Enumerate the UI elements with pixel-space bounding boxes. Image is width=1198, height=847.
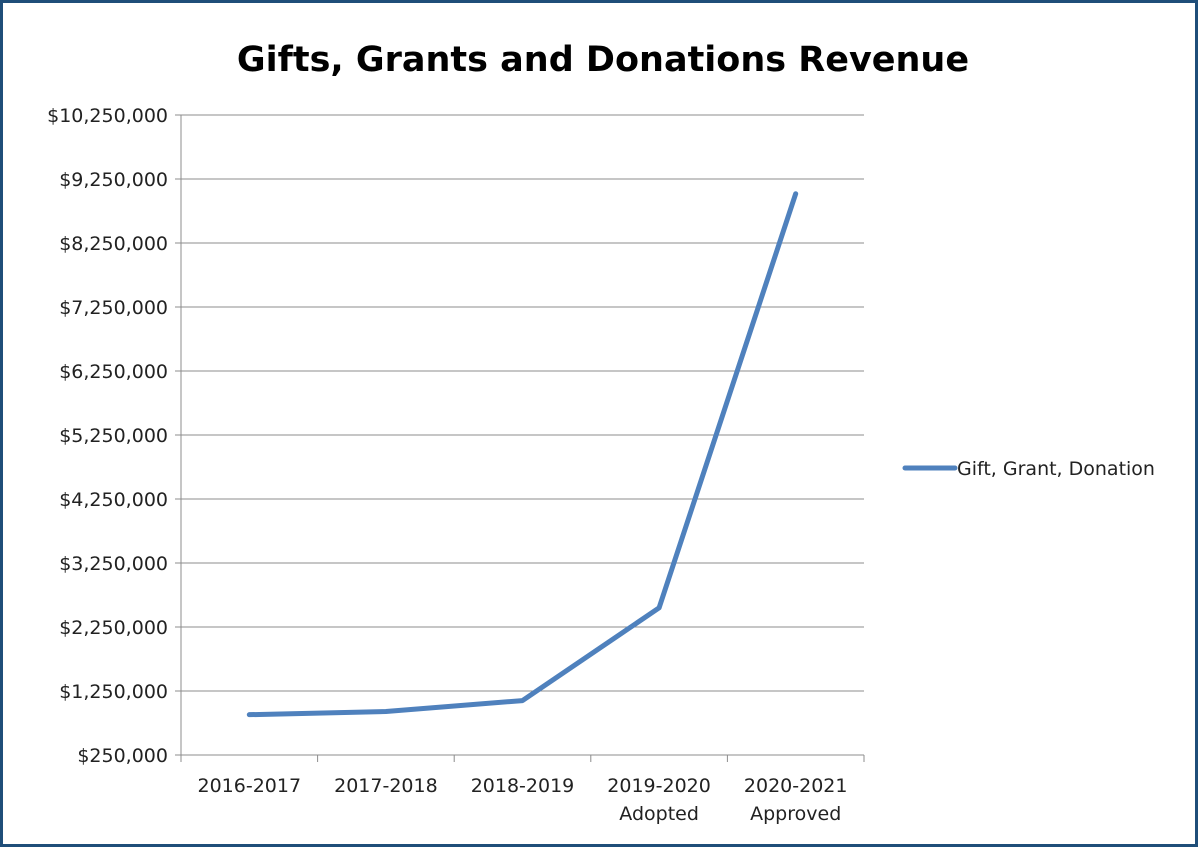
chart-svg: Gifts, Grants and Donations Revenue $250… bbox=[47, 40, 1155, 825]
x-tick-label: 2016-2017 bbox=[198, 775, 302, 797]
legend: Gift, Grant, Donation bbox=[902, 458, 1155, 480]
series-line bbox=[246, 191, 799, 718]
chart-title: Gifts, Grants and Donations Revenue bbox=[237, 40, 969, 80]
x-tick-label: 2020-2021 Approved bbox=[744, 775, 848, 825]
y-tick-label: $7,250,000 bbox=[59, 297, 168, 319]
y-tick-label: $2,250,000 bbox=[59, 617, 168, 639]
y-tick-label: $9,250,000 bbox=[59, 169, 168, 191]
y-tick-label: $6,250,000 bbox=[59, 361, 168, 383]
x-tick-label: 2019-2020 Adopted bbox=[607, 775, 711, 825]
x-tick-label-line: 2018-2019 bbox=[471, 775, 575, 797]
series-lines bbox=[246, 191, 799, 718]
x-tick-label-line: 2019-2020 bbox=[607, 775, 711, 797]
x-tick-label-line: Adopted bbox=[619, 803, 699, 825]
x-tick-label: 2017-2018 bbox=[334, 775, 438, 797]
x-tick-labels: 2016-2017 2017-2018 2018-2019 2019-2020 Adop… bbox=[198, 775, 848, 825]
y-tick-label: $10,250,000 bbox=[47, 105, 168, 127]
x-tick-label-line: 2020-2021 bbox=[744, 775, 848, 797]
y-tick-label: $4,250,000 bbox=[59, 489, 168, 511]
y-tick-label: $3,250,000 bbox=[59, 553, 168, 575]
x-tick-label-line: 2017-2018 bbox=[334, 775, 438, 797]
legend-label: Gift, Grant, Donation bbox=[957, 458, 1155, 480]
legend-entry: Gift, Grant, Donation bbox=[902, 458, 1155, 480]
x-tick-label: 2018-2019 bbox=[471, 775, 575, 797]
y-tick-label: $8,250,000 bbox=[59, 233, 168, 255]
y-tick-label: $1,250,000 bbox=[59, 681, 168, 703]
y-tick-label: $250,000 bbox=[77, 745, 168, 767]
y-tick-label: $5,250,000 bbox=[59, 425, 168, 447]
x-tick-label-line: 2016-2017 bbox=[198, 775, 302, 797]
x-tick-label-line: Approved bbox=[750, 803, 841, 825]
axes bbox=[175, 114, 865, 762]
y-tick-labels: $250,000 $1,250,000 $2,250,000 $3,250,000 $4… bbox=[47, 105, 168, 767]
gridlines bbox=[181, 114, 864, 692]
